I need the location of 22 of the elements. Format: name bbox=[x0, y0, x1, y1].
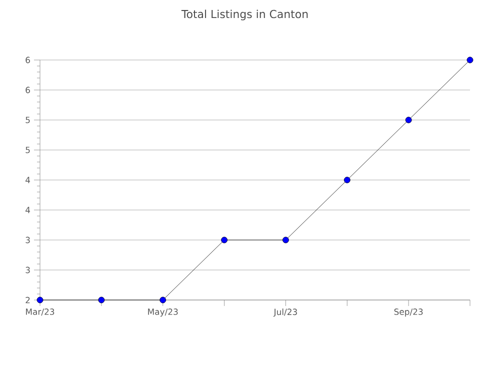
y-tick-label: 6 bbox=[26, 86, 30, 94]
x-tick-label: Sep/23 bbox=[394, 308, 423, 317]
y-tick-label: 5 bbox=[26, 146, 30, 154]
y-tick-label: 6 bbox=[26, 56, 30, 64]
point bbox=[405, 116, 412, 124]
y-tick-label: 3 bbox=[26, 236, 30, 244]
point bbox=[221, 236, 228, 244]
y-tick-label: 5 bbox=[26, 116, 30, 124]
y-tick-label: 4 bbox=[26, 176, 30, 184]
point bbox=[98, 296, 105, 304]
y-tick-label: 2 bbox=[26, 296, 30, 304]
x-tick-label: Jul/23 bbox=[273, 308, 297, 317]
point bbox=[36, 296, 44, 304]
point bbox=[160, 296, 166, 304]
point bbox=[344, 176, 350, 184]
point bbox=[466, 56, 474, 64]
chart-title: Total Listings in Canton bbox=[181, 10, 308, 20]
point bbox=[282, 236, 289, 244]
y-tick-label: 4 bbox=[26, 206, 30, 214]
y-tick-label: 3 bbox=[26, 266, 30, 274]
x-tick-label: Mar/23 bbox=[26, 308, 54, 316]
x-tick-label: May/23 bbox=[148, 308, 178, 317]
